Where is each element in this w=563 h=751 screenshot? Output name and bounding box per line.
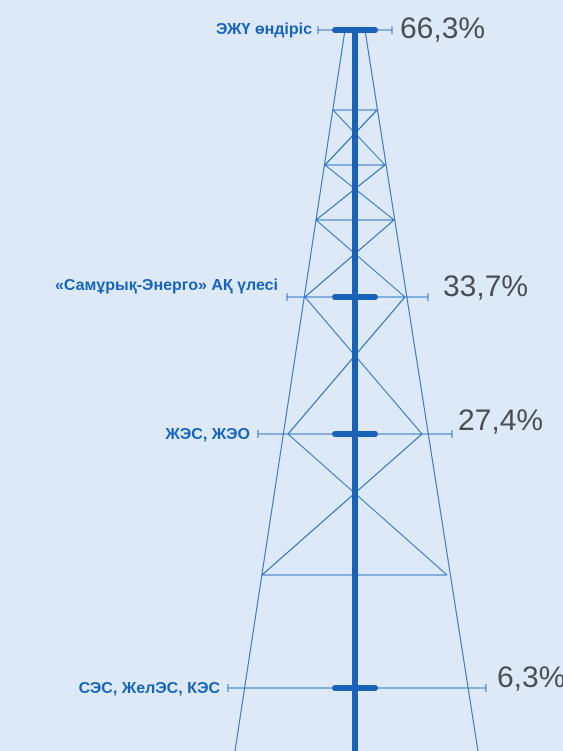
item-label: СЭС, ЖелЭС, КЭС [0, 678, 220, 700]
tower [0, 0, 563, 751]
item-value: 6,3% [497, 661, 563, 695]
item-label: ЖЭС, ЖЭО [50, 424, 250, 446]
item-label: ЭЖҮ өндіріс [112, 19, 312, 41]
page: (() => { const data = JSON.parse(documen… [0, 0, 563, 751]
item-label: «Самұрық-Энерго» АҚ үлесі [8, 275, 278, 297]
item-value: 33,7% [443, 270, 528, 304]
item-value: 27,4% [458, 404, 543, 438]
item-value: 66,3% [400, 12, 485, 46]
